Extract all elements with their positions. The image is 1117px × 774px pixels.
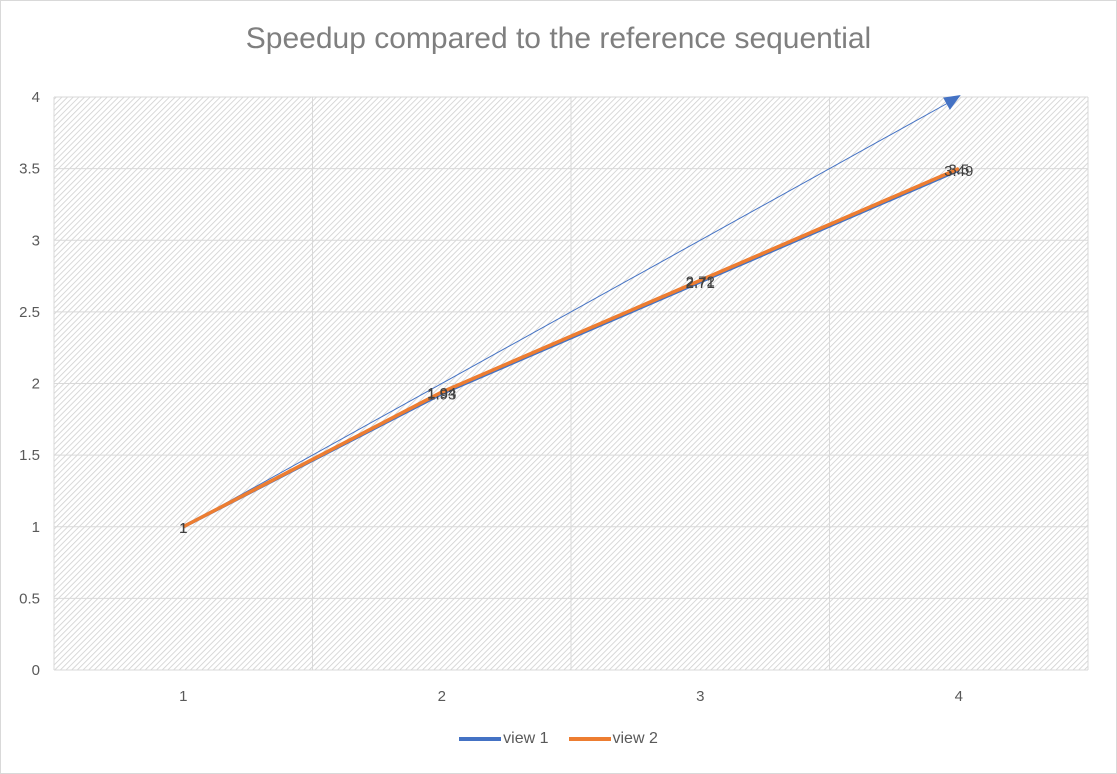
y-tick-label: 3.5 [19,161,40,178]
legend-swatch-view-1 [459,737,502,741]
data-label: 1 [179,520,187,537]
data-label: 3.49 [944,163,973,180]
data-label: 2.71 [686,275,715,292]
data-label: 1.93 [427,387,456,404]
y-tick-label: 0 [32,662,40,679]
data-point [699,279,701,281]
y-tick-label: 0.5 [19,590,40,607]
data-label: 1 [179,520,187,537]
x-tick-label: 3 [696,688,704,705]
x-tick-label: 2 [438,688,446,705]
y-tick-label: 1 [32,519,40,536]
x-tick-label: 4 [955,688,963,705]
series-line-view-2 [182,167,960,529]
data-label: 1.94 [427,385,456,402]
data-label: 2.72 [686,273,715,290]
y-tick-label: 4 [32,89,40,106]
y-tick-label: 1.5 [19,447,40,464]
legend-swatch-view-2 [568,737,611,741]
data-point [182,526,184,528]
data-point [441,391,443,393]
y-tick-label: 2 [32,376,40,393]
reference-line [183,96,959,528]
data-point [958,168,960,170]
legend-label-view-1: view 1 [503,730,549,747]
reference-arrowhead [943,95,961,110]
x-tick-label: 1 [179,688,187,705]
legend-item-view-1: view 1 [459,730,549,748]
chart-title: Speedup compared to the reference sequen… [245,22,872,55]
chart-legend: view 1 view 2 [0,730,1117,748]
legend-item-view-2: view 2 [568,730,658,748]
data-label: 3.5 [948,162,969,179]
y-tick-label: 2.5 [19,304,40,321]
y-tick-label: 3 [32,232,40,249]
legend-label-view-2: view 2 [612,730,658,747]
